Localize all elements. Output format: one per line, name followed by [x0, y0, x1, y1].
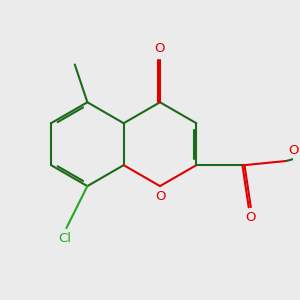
Text: O: O [155, 42, 165, 55]
Text: Cl: Cl [58, 232, 71, 245]
Text: O: O [288, 145, 298, 158]
Text: O: O [155, 190, 166, 203]
Text: O: O [246, 212, 256, 224]
